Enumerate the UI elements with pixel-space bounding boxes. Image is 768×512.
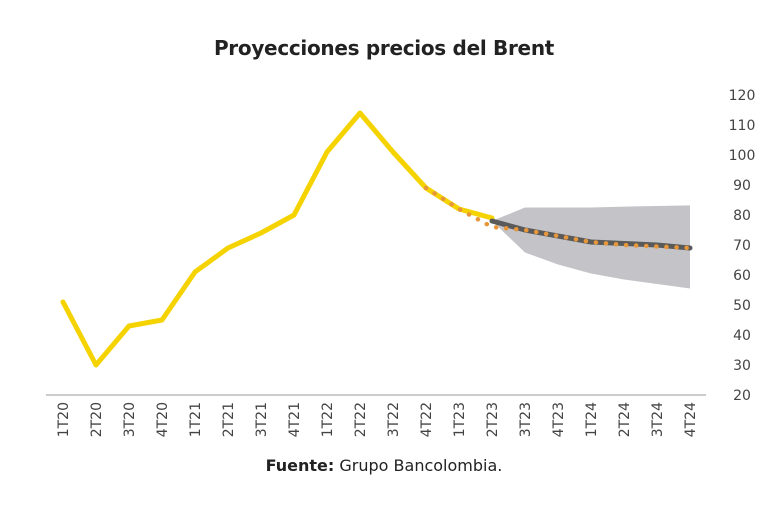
y-tick-label: 50 — [733, 298, 751, 314]
x-tick-label: 1T22 — [320, 402, 336, 437]
x-tick-label: 2T20 — [89, 402, 105, 437]
x-tick-label: 3T21 — [254, 402, 270, 437]
x-tick-label: 1T20 — [56, 402, 72, 437]
x-tick-label: 3T22 — [386, 402, 402, 437]
y-tick-label: 60 — [733, 268, 751, 284]
x-tick-label: 4T21 — [287, 402, 303, 437]
source-label: Fuente: — [266, 456, 335, 475]
source-note: Fuente: Grupo Bancolombia. — [0, 456, 768, 475]
historical-price-line — [63, 113, 492, 365]
x-tick-labels: 1T20 2T20 3T20 4T20 1T21 2T21 3T21 4T21 1T22 2T22… — [56, 402, 699, 437]
x-tick-label: 3T20 — [122, 402, 138, 437]
x-tick-label: 2T24 — [617, 402, 633, 437]
y-tick-labels: 20 30 40 50 60 70 80 90 100 110 120 — [729, 88, 756, 404]
y-tick-label: 80 — [733, 208, 751, 224]
x-tick-label: 4T22 — [419, 402, 435, 437]
y-tick-label: 30 — [733, 358, 751, 374]
x-tick-label: 1T24 — [584, 402, 600, 437]
x-tick-label: 3T23 — [518, 402, 534, 437]
x-tick-label: 2T21 — [221, 402, 237, 437]
x-tick-label: 4T23 — [551, 402, 567, 437]
y-tick-label: 120 — [729, 88, 756, 104]
y-tick-label: 20 — [733, 388, 751, 404]
source-text: Grupo Bancolombia. — [339, 456, 502, 475]
y-tick-label: 100 — [729, 148, 756, 164]
x-tick-label: 4T20 — [155, 402, 171, 437]
y-tick-label: 90 — [733, 178, 751, 194]
x-tick-label: 1T23 — [452, 402, 468, 437]
x-tick-label: 3T24 — [650, 402, 666, 437]
y-tick-label: 40 — [733, 328, 751, 344]
x-tick-label: 2T22 — [353, 402, 369, 437]
x-tick-label: 4T24 — [683, 402, 699, 437]
x-tick-label: 2T23 — [485, 402, 501, 437]
y-tick-label: 110 — [729, 118, 756, 134]
x-tick-label: 1T21 — [188, 402, 204, 437]
y-tick-label: 70 — [733, 238, 751, 254]
